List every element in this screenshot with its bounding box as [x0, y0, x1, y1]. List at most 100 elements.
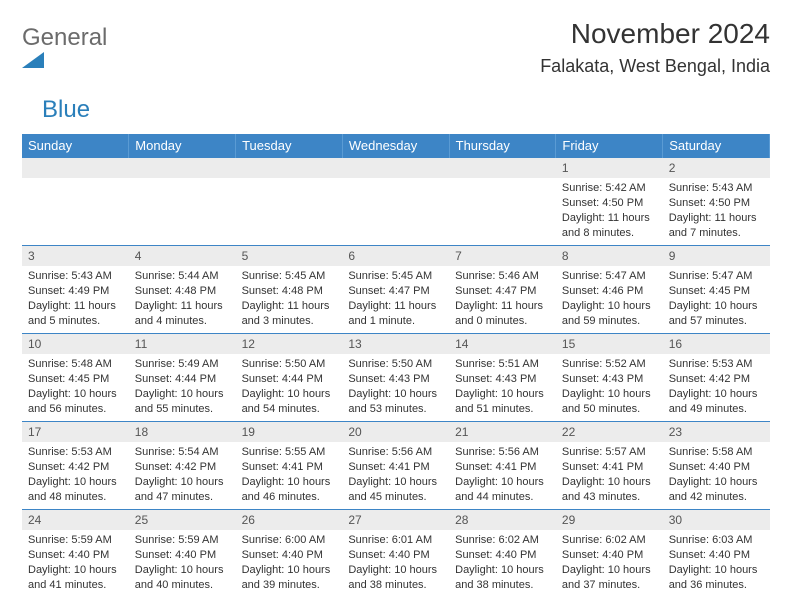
sunrise-text: Sunrise: 5:57 AM: [562, 445, 657, 460]
day-number: 5: [236, 246, 343, 266]
day-content: Sunrise: 5:45 AMSunset: 4:48 PMDaylight:…: [236, 266, 343, 331]
sunset-text: Sunset: 4:40 PM: [669, 460, 764, 475]
day-content: Sunrise: 6:03 AMSunset: 4:40 PMDaylight:…: [663, 530, 770, 595]
sunrise-text: Sunrise: 5:50 AM: [348, 357, 443, 372]
sunset-text: Sunset: 4:42 PM: [669, 372, 764, 387]
calendar-day-cell: 5Sunrise: 5:45 AMSunset: 4:48 PMDaylight…: [236, 246, 343, 334]
sunset-text: Sunset: 4:43 PM: [455, 372, 550, 387]
sunrise-text: Sunrise: 5:58 AM: [669, 445, 764, 460]
day-content: Sunrise: 5:53 AMSunset: 4:42 PMDaylight:…: [22, 442, 129, 507]
daylight-text: Daylight: 10 hours and 54 minutes.: [242, 387, 337, 417]
day-content: Sunrise: 5:50 AMSunset: 4:43 PMDaylight:…: [342, 354, 449, 419]
sunrise-text: Sunrise: 5:52 AM: [562, 357, 657, 372]
sunrise-text: Sunrise: 5:43 AM: [669, 181, 764, 196]
sunset-text: Sunset: 4:41 PM: [348, 460, 443, 475]
day-content: Sunrise: 5:49 AMSunset: 4:44 PMDaylight:…: [129, 354, 236, 419]
sunrise-text: Sunrise: 5:56 AM: [455, 445, 550, 460]
daylight-text: Daylight: 10 hours and 38 minutes.: [455, 563, 550, 593]
sunset-text: Sunset: 4:40 PM: [669, 548, 764, 563]
day-content: Sunrise: 5:45 AMSunset: 4:47 PMDaylight:…: [342, 266, 449, 331]
sunrise-text: Sunrise: 5:53 AM: [28, 445, 123, 460]
daylight-text: Daylight: 10 hours and 38 minutes.: [348, 563, 443, 593]
sunrise-text: Sunrise: 5:44 AM: [135, 269, 230, 284]
calendar-body: 1Sunrise: 5:42 AMSunset: 4:50 PMDaylight…: [22, 158, 770, 598]
sunrise-text: Sunrise: 5:46 AM: [455, 269, 550, 284]
calendar-day-cell: 25Sunrise: 5:59 AMSunset: 4:40 PMDayligh…: [129, 510, 236, 598]
day-content: Sunrise: 5:48 AMSunset: 4:45 PMDaylight:…: [22, 354, 129, 419]
day-content: Sunrise: 5:44 AMSunset: 4:48 PMDaylight:…: [129, 266, 236, 331]
day-number: 9: [663, 246, 770, 266]
sunrise-text: Sunrise: 5:43 AM: [28, 269, 123, 284]
calendar-day-cell: 20Sunrise: 5:56 AMSunset: 4:41 PMDayligh…: [342, 422, 449, 510]
daylight-text: Daylight: 11 hours and 8 minutes.: [562, 211, 657, 241]
day-content: Sunrise: 5:59 AMSunset: 4:40 PMDaylight:…: [129, 530, 236, 595]
sunset-text: Sunset: 4:41 PM: [562, 460, 657, 475]
sunset-text: Sunset: 4:50 PM: [562, 196, 657, 211]
daylight-text: Daylight: 10 hours and 36 minutes.: [669, 563, 764, 593]
sunrise-text: Sunrise: 5:54 AM: [135, 445, 230, 460]
month-title: November 2024: [540, 18, 770, 50]
daylight-text: Daylight: 10 hours and 39 minutes.: [242, 563, 337, 593]
calendar-day-cell: 23 Sunrise: 5:58 AMSunset: 4:40 PMDayligh…: [663, 422, 770, 510]
sunrise-text: Sunrise: 5:50 AM: [242, 357, 337, 372]
day-number: 19: [236, 422, 343, 442]
calendar-day-cell: [129, 158, 236, 246]
day-number: 14: [449, 334, 556, 354]
day-number: 21: [449, 422, 556, 442]
calendar-day-cell: 11Sunrise: 5:49 AMSunset: 4:44 PMDayligh…: [129, 334, 236, 422]
day-number: 27: [342, 510, 449, 530]
daylight-text: Daylight: 11 hours and 3 minutes.: [242, 299, 337, 329]
daylight-text: Daylight: 10 hours and 59 minutes.: [562, 299, 657, 329]
daylight-text: Daylight: 10 hours and 57 minutes.: [669, 299, 764, 329]
day-content: Sunrise: 5:47 AMSunset: 4:46 PMDaylight:…: [556, 266, 663, 331]
day-number: 8: [556, 246, 663, 266]
sunset-text: Sunset: 4:40 PM: [135, 548, 230, 563]
calendar-week-row: 10Sunrise: 5:48 AMSunset: 4:45 PMDayligh…: [22, 334, 770, 422]
calendar-day-cell: [236, 158, 343, 246]
logo-triangle-icon: [22, 52, 107, 68]
daylight-text: Daylight: 10 hours and 44 minutes.: [455, 475, 550, 505]
calendar-day-cell: 8Sunrise: 5:47 AMSunset: 4:46 PMDaylight…: [556, 246, 663, 334]
daylight-text: Daylight: 10 hours and 46 minutes.: [242, 475, 337, 505]
day-content: Sunrise: 5:54 AMSunset: 4:42 PMDaylight:…: [129, 442, 236, 507]
sunset-text: Sunset: 4:43 PM: [348, 372, 443, 387]
sunset-text: Sunset: 4:48 PM: [135, 284, 230, 299]
calendar-day-cell: 13Sunrise: 5:50 AMSunset: 4:43 PMDayligh…: [342, 334, 449, 422]
calendar-day-cell: 29Sunrise: 6:02 AMSunset: 4:40 PMDayligh…: [556, 510, 663, 598]
sunrise-text: Sunrise: 5:42 AM: [562, 181, 657, 196]
sunset-text: Sunset: 4:40 PM: [348, 548, 443, 563]
calendar-day-cell: 19Sunrise: 5:55 AMSunset: 4:41 PMDayligh…: [236, 422, 343, 510]
day-content: Sunrise: 6:00 AMSunset: 4:40 PMDaylight:…: [236, 530, 343, 595]
sunrise-text: Sunrise: 5:45 AM: [242, 269, 337, 284]
day-number: 13: [342, 334, 449, 354]
calendar-week-row: 17Sunrise: 5:53 AMSunset: 4:42 PMDayligh…: [22, 422, 770, 510]
sunset-text: Sunset: 4:46 PM: [562, 284, 657, 299]
day-number: 12: [236, 334, 343, 354]
day-content: Sunrise: 5:52 AMSunset: 4:43 PMDaylight:…: [556, 354, 663, 419]
day-number: 28: [449, 510, 556, 530]
daylight-text: Daylight: 10 hours and 37 minutes.: [562, 563, 657, 593]
sunrise-text: Sunrise: 5:55 AM: [242, 445, 337, 460]
day-number: 10: [22, 334, 129, 354]
day-number: 25: [129, 510, 236, 530]
calendar-day-cell: 10Sunrise: 5:48 AMSunset: 4:45 PMDayligh…: [22, 334, 129, 422]
weekday-header: Wednesday: [342, 134, 449, 158]
sunrise-text: Sunrise: 5:48 AM: [28, 357, 123, 372]
calendar-day-cell: 18Sunrise: 5:54 AMSunset: 4:42 PMDayligh…: [129, 422, 236, 510]
day-number: 26: [236, 510, 343, 530]
sunset-text: Sunset: 4:45 PM: [28, 372, 123, 387]
day-number: 23: [663, 422, 770, 442]
day-number: 20: [342, 422, 449, 442]
daylight-text: Daylight: 10 hours and 43 minutes.: [562, 475, 657, 505]
day-number-empty: [342, 158, 449, 178]
day-number: 16: [663, 334, 770, 354]
sunset-text: Sunset: 4:44 PM: [135, 372, 230, 387]
title-block: November 2024 Falakata, West Bengal, Ind…: [540, 18, 770, 77]
logo-text-general: General: [22, 24, 107, 51]
sunset-text: Sunset: 4:45 PM: [669, 284, 764, 299]
daylight-text: Daylight: 10 hours and 49 minutes.: [669, 387, 764, 417]
sunrise-text: Sunrise: 5:47 AM: [669, 269, 764, 284]
calendar-day-cell: 14Sunrise: 5:51 AMSunset: 4:43 PMDayligh…: [449, 334, 556, 422]
daylight-text: Daylight: 10 hours and 42 minutes.: [669, 475, 764, 505]
day-number: 4: [129, 246, 236, 266]
